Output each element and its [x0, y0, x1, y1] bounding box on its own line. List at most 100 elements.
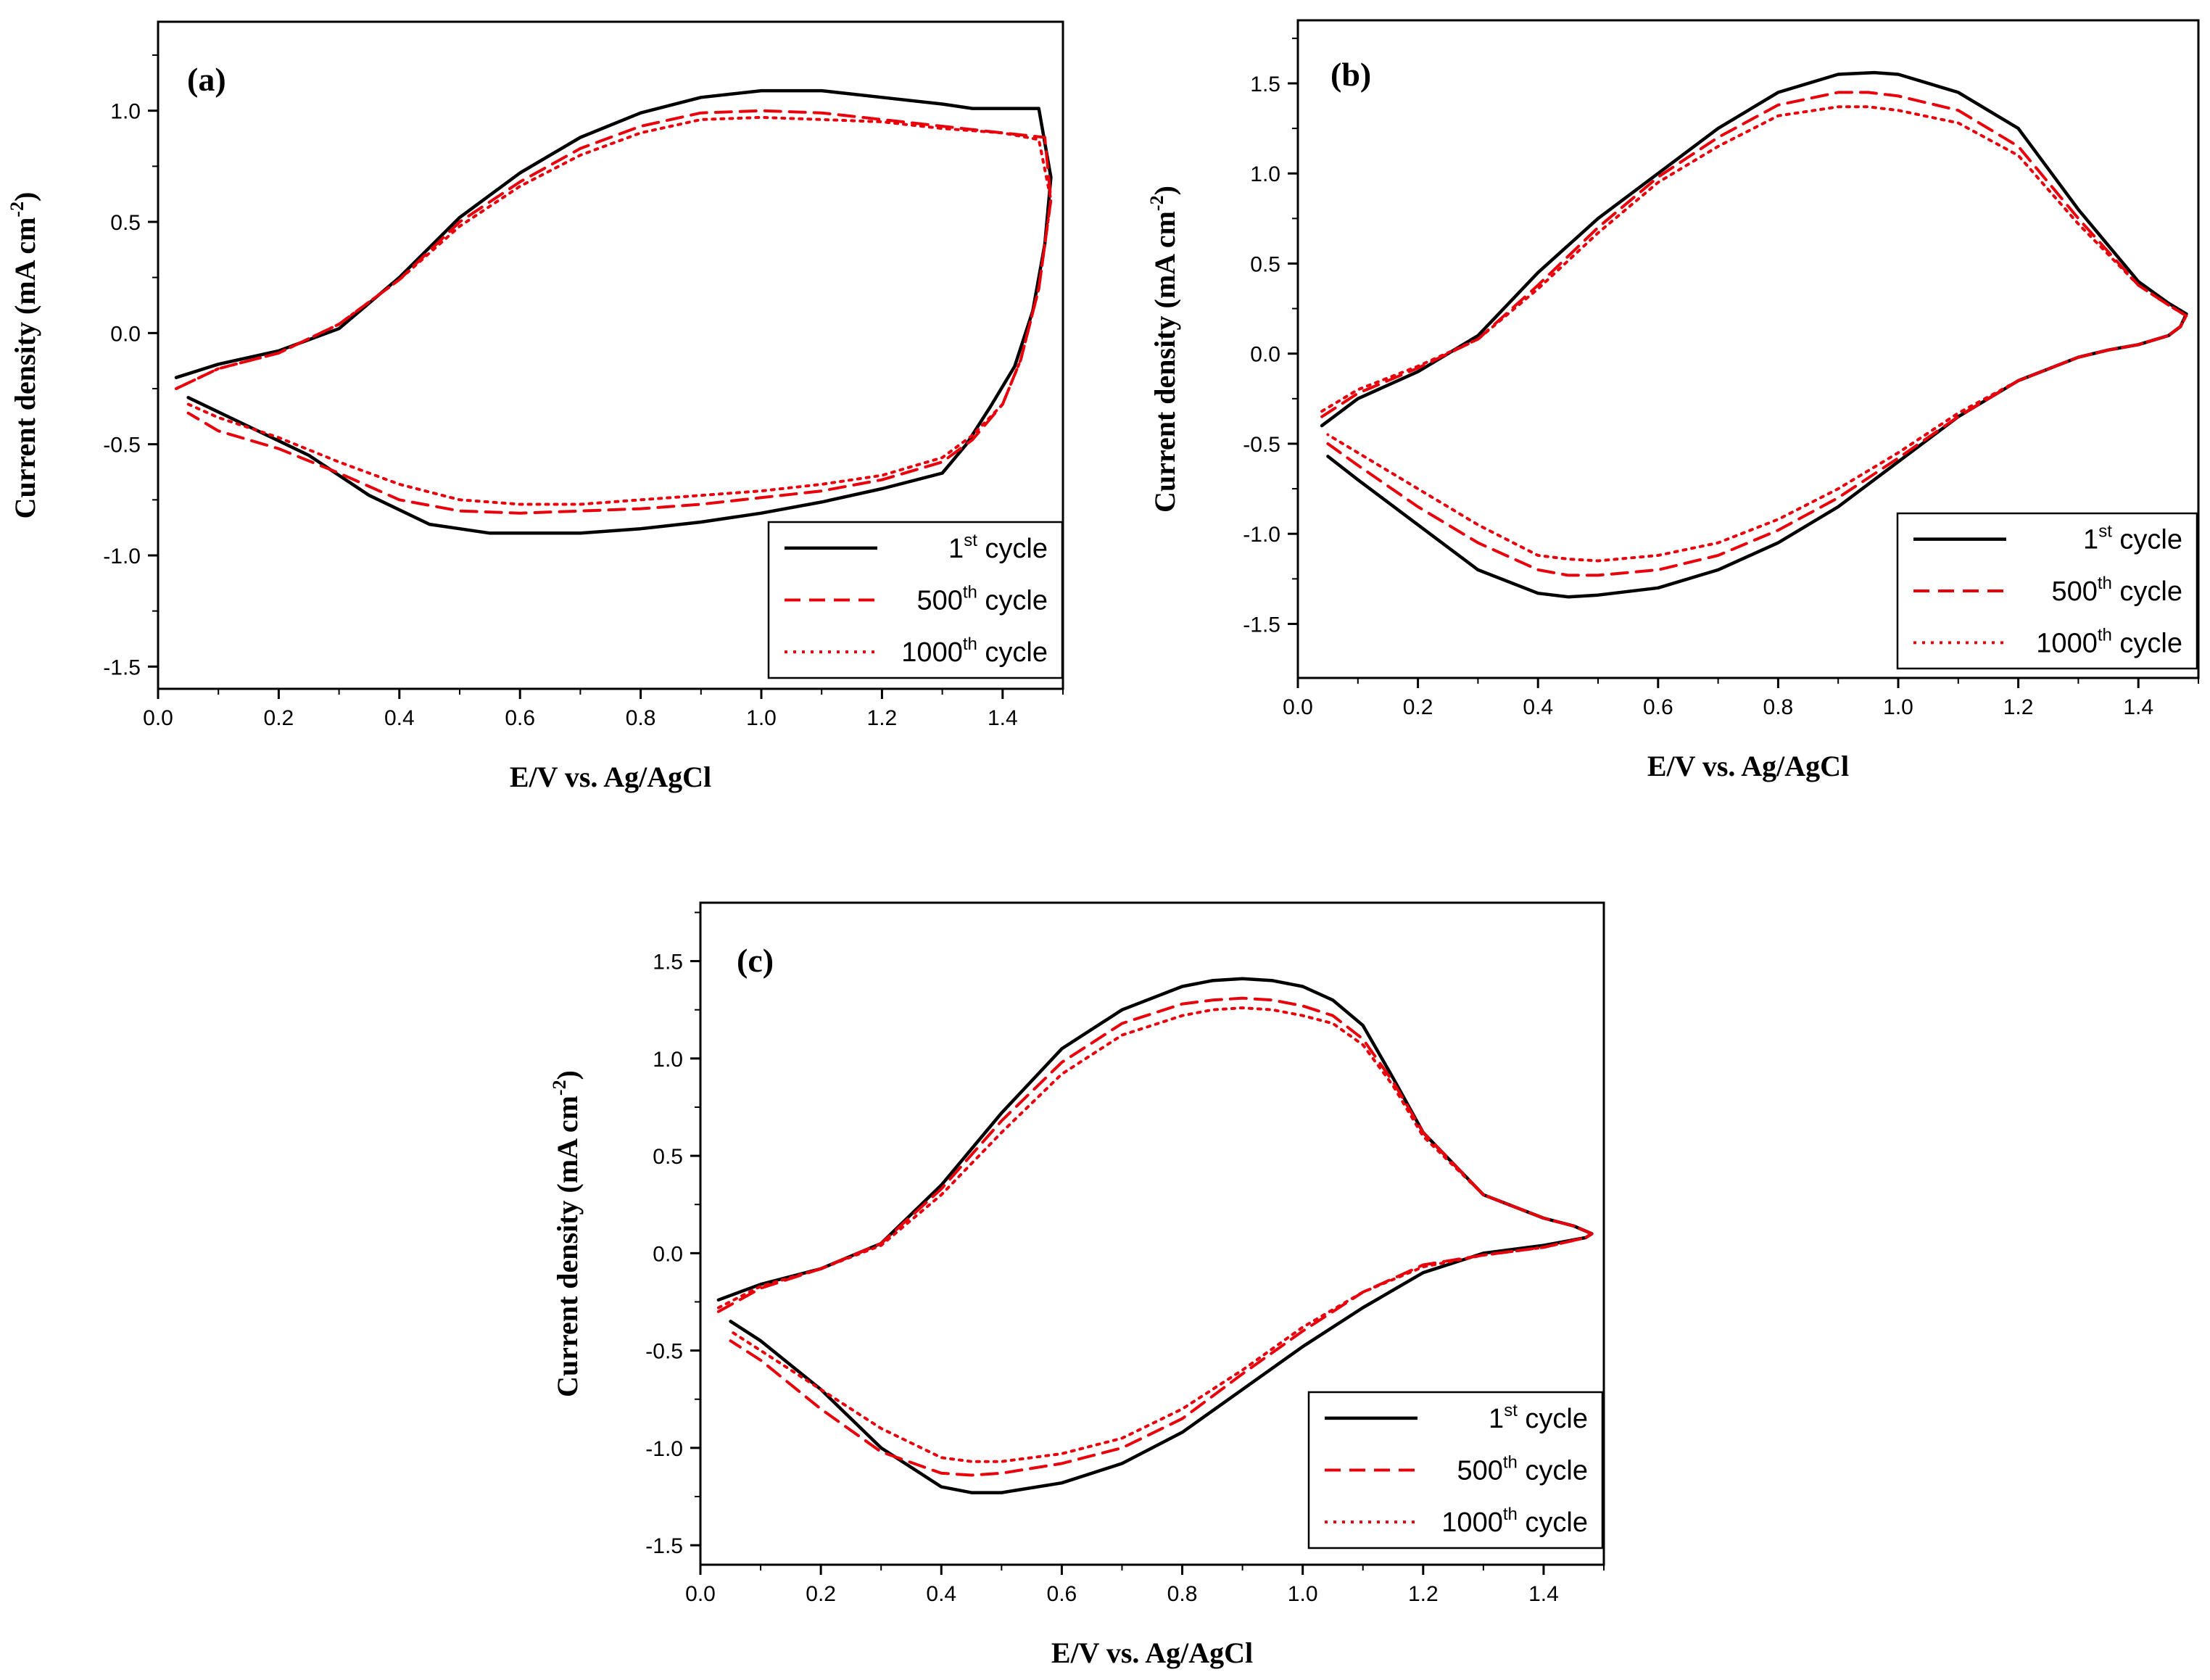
chart-panel-a: 0.0 0.2 0.4 0.6 0.8 1.0 1.2 1.4 -1.5 -1.0 -0.5 0.0 0…: [7, 20, 1064, 793]
panel-label: (a): [187, 61, 226, 98]
x-tick-label: 1.0: [746, 706, 777, 730]
chart-panel-b: 0.0 0.2 0.4 0.6 0.8 1.0 1.2 1.4 -1.5 -1.0 -0.5 0.0 0…: [1146, 19, 2200, 782]
legend-label: 1000th cycle: [1441, 1505, 1588, 1538]
x-axis-title: E/V vs. Ag/AgCl: [1051, 1636, 1253, 1669]
x-tick-label: 1.0: [1288, 1582, 1318, 1606]
chart-panel-c: 0.0 0.2 0.4 0.6 0.8 1.0 1.2 1.4 -1.5 -1.0 -0.5 0.0 0…: [549, 901, 1605, 1669]
y-axis-title-main: Current density (mA cm: [551, 1096, 584, 1397]
legend-label-sup: th: [1503, 1505, 1518, 1524]
legend-label-suffix: cycle: [2112, 525, 2182, 555]
legend-label-number: 500: [2051, 576, 2097, 607]
plot-frame: [157, 20, 1064, 690]
y-axis-title-main: Current density (mA cm: [1149, 211, 1181, 513]
y-axis-title: Current density (mA cm-2): [1146, 186, 1181, 513]
plot-frame: [699, 901, 1605, 1566]
y-tick-label: 0.0: [110, 322, 141, 346]
y-axis-title-close: ): [551, 1070, 584, 1080]
x-tick-label: 1.2: [1408, 1582, 1439, 1606]
y-tick-label: -1.0: [1243, 523, 1280, 547]
plot-frame: [1296, 19, 2200, 679]
legend-label-number: 500: [1457, 1456, 1502, 1486]
series-line-1000: [716, 1006, 1594, 1463]
x-tick-label: 0.6: [1047, 1582, 1077, 1606]
y-tick-label: -1.0: [103, 545, 141, 568]
legend-label-number: 1000: [901, 637, 963, 668]
y-tick-label: -0.5: [645, 1340, 683, 1364]
legend-label: 1st cycle: [948, 531, 1048, 564]
legend-label: 500th cycle: [2051, 574, 2182, 607]
y-tick-label: -1.5: [103, 655, 141, 679]
series-line-1000: [1320, 105, 2188, 563]
series-line-500: [716, 996, 1594, 1477]
y-tick-label: -1.5: [1243, 613, 1280, 637]
y-axis-title-sup: -2: [7, 202, 28, 218]
y-axis-title: Current density (mA cm-2): [7, 192, 41, 519]
x-tick-label: 0.0: [1283, 695, 1313, 719]
legend-label-sup: th: [963, 634, 977, 654]
x-tick-label: 0.2: [1403, 695, 1433, 719]
x-tick-label: 1.4: [1528, 1582, 1559, 1606]
x-tick-label: 0.4: [926, 1582, 956, 1606]
x-tick-label: 0.8: [1763, 695, 1794, 719]
legend-label-suffix: cycle: [1518, 1507, 1588, 1538]
legend-label: 1000th cycle: [2036, 625, 2182, 658]
legend-label-suffix: cycle: [1518, 1404, 1588, 1434]
x-tick-label: 0.0: [143, 706, 173, 730]
y-tick-label: -0.5: [1243, 433, 1280, 457]
x-tick-label: 0.2: [264, 706, 294, 730]
x-tick-label: 0.4: [1523, 695, 1553, 719]
y-axis-title: Current density (mA cm-2): [549, 1070, 584, 1397]
series-line-500: [175, 109, 1053, 515]
legend-label-suffix: cycle: [977, 534, 1048, 564]
y-tick-label: 1.0: [653, 1048, 683, 1072]
y-axis-title-main: Current density (mA cm: [9, 218, 41, 519]
legend-label-sup: th: [1503, 1453, 1518, 1473]
legend-label-number: 500: [916, 586, 962, 616]
legend-label-sup: th: [2098, 574, 2112, 593]
y-tick-label: -1.5: [645, 1534, 683, 1558]
y-tick-label: 0.0: [653, 1242, 683, 1266]
y-axis-title-close: ): [1149, 186, 1181, 195]
x-tick-label: 1.4: [2123, 695, 2153, 719]
y-tick-label: 0.5: [110, 211, 141, 235]
panel-label: (c): [737, 942, 774, 979]
legend-label-sup: st: [1504, 1401, 1518, 1420]
legend-label-number: 1: [948, 534, 964, 564]
x-tick-label: 1.2: [867, 706, 898, 730]
legend-label-sup: th: [2098, 625, 2112, 645]
y-tick-label: 1.0: [110, 100, 141, 124]
y-tick-label: 0.5: [1250, 252, 1280, 276]
x-axis-title: E/V vs. Ag/AgCl: [510, 761, 711, 793]
x-tick-label: 0.0: [685, 1582, 716, 1606]
legend-label-sup: st: [964, 531, 977, 550]
y-tick-label: 1.5: [653, 951, 683, 975]
x-tick-label: 0.4: [384, 706, 415, 730]
legend-label-sup: st: [2098, 522, 2112, 542]
x-tick-label: 0.8: [626, 706, 656, 730]
x-tick-label: 0.6: [1643, 695, 1673, 719]
x-axis-title: E/V vs. Ag/AgCl: [1647, 750, 1849, 782]
legend-label-number: 1: [1489, 1404, 1504, 1434]
panel-label: (b): [1330, 56, 1371, 93]
y-axis-title-sup: -2: [1146, 195, 1167, 211]
x-tick-label: 0.6: [505, 706, 535, 730]
x-tick-label: 1.2: [2003, 695, 2034, 719]
legend-label: 500th cycle: [916, 583, 1048, 616]
legend-label-suffix: cycle: [977, 637, 1048, 668]
legend-label-sup: th: [963, 583, 977, 603]
legend-label-suffix: cycle: [2112, 576, 2182, 607]
legend-label-number: 1000: [2036, 628, 2098, 658]
x-tick-label: 0.8: [1167, 1582, 1198, 1606]
y-tick-label: 1.5: [1250, 73, 1280, 96]
y-axis-title-close: ): [9, 192, 41, 202]
legend-label-number: 1000: [1441, 1507, 1503, 1538]
series-line-1000: [175, 115, 1053, 506]
series-line-1: [174, 88, 1053, 535]
legend-label-suffix: cycle: [2112, 628, 2182, 658]
y-tick-label: 0.5: [653, 1145, 683, 1169]
legend-label-number: 1: [2083, 525, 2098, 555]
